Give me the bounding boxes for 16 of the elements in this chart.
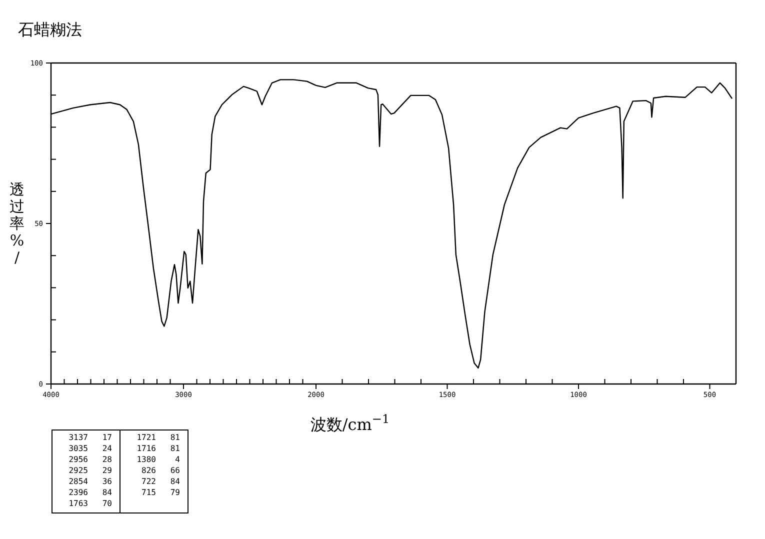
text: 3137 17 — [68, 433, 112, 442]
text: 2854 36 — [68, 477, 112, 486]
text: 722 84 — [142, 477, 180, 486]
text: 1716 81 — [136, 444, 180, 453]
text: 1721 81 — [136, 433, 180, 442]
x-axis-title: 波数/cm$^{−1}$ — [310, 412, 390, 434]
text: 2396 84 — [68, 488, 112, 497]
text: 1763 70 — [68, 499, 112, 508]
text: 826 66 — [142, 466, 180, 475]
y-axis-title: 透过率%/ — [10, 180, 24, 266]
text: 2956 28 — [68, 455, 112, 464]
text: 3035 24 — [68, 444, 112, 453]
text: 1380 4 — [136, 455, 180, 464]
text: 715 79 — [142, 488, 180, 497]
text: 2925 29 — [68, 466, 112, 475]
chart-title: 石蜡糊法 — [18, 20, 82, 39]
